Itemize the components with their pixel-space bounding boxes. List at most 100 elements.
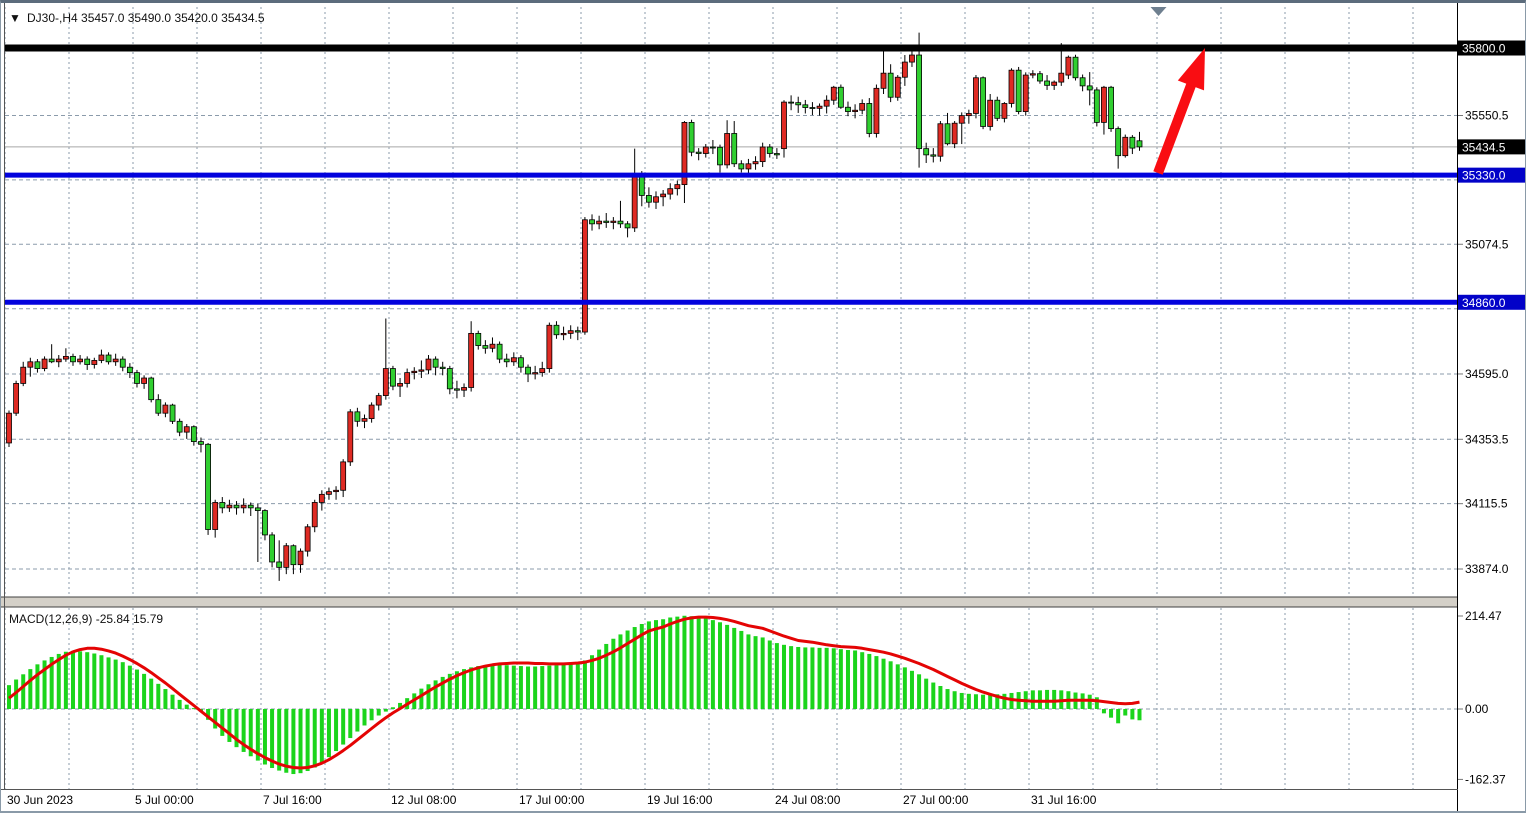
candle-body (212, 502, 219, 530)
price-label: 35550.5 (1465, 109, 1509, 123)
macd-axis[interactable]: 214.47 0.00 -162.37 (1458, 609, 1506, 786)
shift-triangle-icon[interactable] (1150, 7, 1167, 16)
macd-value-label: 214.47 (1465, 609, 1502, 623)
candle-body (482, 345, 489, 349)
candle-body (119, 358, 126, 368)
candle-body (347, 411, 354, 463)
candle-body (852, 109, 858, 112)
macd-bar (831, 648, 836, 709)
symbol-dropdown-icon[interactable]: ▼ (9, 11, 21, 25)
time-label: 7 Jul 16:00 (263, 793, 322, 807)
macd-bar (369, 709, 374, 721)
candle-body (731, 133, 738, 165)
candle-body (631, 174, 638, 229)
chart-shift-marker-icon[interactable] (1150, 7, 1167, 16)
candle-body (901, 61, 908, 78)
macd-bar (824, 647, 829, 709)
candle-body (830, 86, 837, 101)
candle-body (1001, 103, 1008, 119)
candle-body (155, 399, 162, 414)
panel-splitter[interactable] (1, 597, 1458, 607)
candle-body (923, 148, 930, 156)
macd-bar (511, 665, 516, 709)
candle-body (13, 383, 20, 414)
price-axis[interactable]: 35800.0 35550.5 35434.5 35330.0 35074.5 34860… (1458, 40, 1525, 576)
candle-body (724, 133, 731, 166)
macd-bar (604, 643, 609, 709)
candle-body (162, 404, 169, 414)
arrow-head[interactable] (1177, 48, 1205, 91)
macd-bar (817, 647, 822, 709)
macd-bar (796, 646, 801, 709)
macd-bar (703, 618, 708, 709)
candle-body (1093, 89, 1100, 123)
macd-bar (895, 664, 900, 709)
macd-bar (881, 658, 886, 709)
macd-bar (42, 660, 47, 709)
candle-body (809, 107, 816, 109)
macd-bar (70, 650, 75, 709)
candle-body (318, 493, 325, 503)
candle-body (454, 388, 460, 391)
candle-body (638, 174, 645, 196)
candle-body (980, 77, 986, 127)
candle-body (148, 377, 155, 401)
time-axis[interactable]: 30 Jun 2023 5 Jul 00:00 7 Jul 16:00 12 Jul … (7, 793, 1097, 807)
candle-body (70, 355, 76, 363)
candle-body (560, 332, 567, 336)
candle-body (1122, 136, 1129, 157)
macd-bar (931, 682, 936, 709)
candle-body (1008, 69, 1015, 104)
macd-bar (753, 636, 758, 709)
macd-bar (526, 666, 531, 709)
macd-bar (85, 652, 90, 709)
macd-bar (49, 656, 54, 709)
candle-body (859, 103, 866, 111)
signal-line (8, 615, 1140, 770)
macd-bar (853, 650, 858, 709)
macd-bar (568, 664, 573, 709)
macd-plot-area[interactable] (5, 608, 1457, 789)
candle-body (837, 86, 844, 108)
candle-body (112, 358, 119, 363)
candle-body (752, 161, 759, 165)
macd-bar (902, 667, 907, 709)
up-arrow-annotation[interactable] (1153, 48, 1205, 175)
candle-body (1051, 81, 1058, 86)
candle-body (1065, 56, 1072, 76)
macd-bar (92, 653, 97, 709)
horizontal-level-lines[interactable] (5, 44, 1457, 305)
arrow-shaft[interactable] (1153, 76, 1199, 175)
macd-bar (1130, 709, 1135, 720)
candle-body (738, 163, 745, 170)
macd-bar (163, 689, 168, 709)
candle-body (503, 358, 510, 363)
candle-body (546, 324, 553, 369)
macd-bar (917, 674, 922, 709)
macd-bar (654, 620, 659, 709)
macd-bar (63, 651, 68, 709)
macd-bar (888, 661, 893, 709)
macd-bar (767, 640, 772, 709)
candle-body (390, 368, 396, 387)
macd-bar (483, 665, 488, 709)
candle-body (1101, 86, 1107, 123)
candle-body (169, 404, 176, 422)
candle-body (845, 106, 851, 112)
macd-bar (789, 646, 794, 709)
candle-body (84, 358, 91, 365)
macd-bar (554, 665, 559, 709)
macd-bar (1101, 709, 1106, 714)
macd-bar (206, 709, 211, 720)
candle-body (525, 366, 531, 375)
candle-body (937, 123, 944, 157)
macd-bar (774, 643, 779, 709)
macd-bar (241, 709, 246, 752)
price-label: 33874.0 (1465, 562, 1509, 576)
macd-bar (78, 651, 83, 709)
macd-bar (625, 630, 630, 709)
macd-bar (99, 655, 104, 709)
candle-body (1029, 73, 1036, 76)
candle-body (1079, 77, 1086, 87)
candle-body (795, 102, 802, 106)
